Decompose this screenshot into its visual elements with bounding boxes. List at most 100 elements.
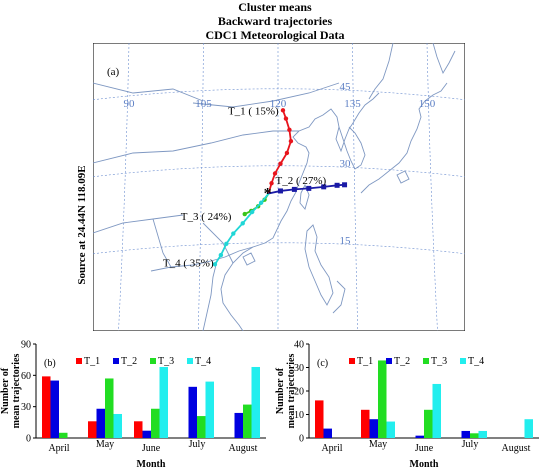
x-tick-label: July: [189, 439, 206, 450]
coastline-hainan: [242, 252, 256, 266]
bar-t3-august: [243, 404, 252, 438]
bar-t3-april: [59, 432, 68, 438]
coastline-korea: [338, 126, 366, 170]
panel-label: (c): [317, 358, 328, 369]
bar-t4-june: [159, 366, 168, 438]
map-panel-label: (a): [107, 66, 120, 78]
bar-t3-july: [470, 433, 479, 438]
x-tick-label: May: [96, 439, 114, 450]
x-axis-title: Month: [137, 459, 166, 469]
map-lat-label: 45: [340, 81, 352, 93]
y-tick-label: 30: [294, 363, 304, 374]
x-tick-label: June: [415, 443, 434, 454]
legend-label: T_1: [357, 356, 373, 367]
bar-t3-june: [151, 408, 160, 438]
bar-t4-june: [432, 383, 441, 438]
legend-swatch: [76, 358, 82, 364]
bar-t4-july: [205, 381, 214, 438]
panel-label: (b): [44, 358, 56, 369]
trajectory-marker: [242, 211, 247, 217]
bar-t4-may: [113, 413, 122, 438]
x-axis-title: Month: [410, 459, 439, 469]
map-lon-label: 135: [344, 98, 361, 110]
map-lat-label: 15: [340, 235, 352, 247]
trajectory-marker: [277, 188, 283, 194]
bar-t3-june: [424, 409, 433, 438]
legend-swatch: [113, 358, 119, 364]
trajectory-marker: [249, 209, 255, 215]
bar-t3-july: [197, 416, 206, 438]
bar-t3-may: [105, 378, 114, 438]
trajectory-marker: [280, 108, 286, 113]
source-location-label: Source at 24.44N 118.09E: [76, 165, 88, 285]
trajectory-marker: [321, 184, 327, 190]
y-tick-label: 60: [21, 371, 31, 382]
coastline-taiwan: [299, 183, 310, 210]
bar-t2-april: [323, 428, 332, 438]
legend-label: T_3: [431, 356, 447, 367]
map-lon-label: 105: [195, 98, 212, 110]
bar-t4-may: [386, 421, 395, 438]
bar-t2-july: [188, 386, 197, 438]
trajectory-marker: [334, 182, 340, 188]
trajectory-marker: [278, 161, 283, 166]
trajectory-marker: [269, 181, 274, 186]
legend-swatch: [349, 358, 355, 364]
legend-swatch: [187, 358, 193, 364]
x-tick-label: August: [502, 443, 531, 454]
y-tick-label: 10: [294, 410, 304, 421]
trajectory-cluster-label: T_4 ( 35%): [163, 257, 214, 269]
coastline-russia: [368, 43, 456, 100]
x-tick-label: August: [229, 443, 258, 454]
legend-label: T_4: [195, 356, 211, 367]
coastline-philippines: [304, 224, 346, 314]
title-line-2: Backward trajectories: [217, 14, 333, 28]
trajectory-marker: [287, 127, 292, 133]
figure-titles: Cluster means Backward trajectories CDC1…: [0, 0, 550, 42]
x-tick-label: April: [321, 443, 342, 454]
bar-t1-april: [315, 400, 324, 438]
map-frame: [93, 43, 465, 331]
x-tick-label: June: [142, 443, 161, 454]
legend-label: T_4: [468, 356, 484, 367]
coastline-indochina: [202, 246, 254, 331]
trajectory-marker: [224, 241, 229, 247]
map-lat-label: 30: [340, 158, 352, 170]
title-line-3: CDC1 Meteorological Data: [205, 28, 345, 42]
bar-chart-b: 0 30 60 90 April May June July August Month Number…: [0, 340, 266, 469]
trajectory-marker: [284, 150, 290, 156]
bar-t2-april: [50, 380, 59, 438]
legend-label: T_3: [158, 356, 174, 367]
trajectory-marker: [288, 138, 294, 144]
trajectory-map: 90 105 120 135 150 45 30 15 T_1 ( 15%) T_2 ( 27…: [93, 43, 465, 331]
legend-label: T_2: [121, 356, 137, 367]
map-parallel: [93, 242, 465, 255]
bar-t1-june: [134, 421, 143, 438]
y-tick-label: 0: [26, 434, 31, 445]
map-meridian: [197, 43, 204, 331]
source-star-icon: *: [264, 186, 272, 203]
trajectory-cluster-label: T_1 ( 15%): [228, 105, 279, 117]
x-tick-label: July: [462, 439, 479, 450]
y-tick-label: 0: [299, 434, 304, 445]
coastline-japan: [360, 82, 448, 194]
legend-label: T_2: [394, 356, 410, 367]
bar-chart-c: 0 10 20 30 40 April May June July August Month Numb…: [275, 340, 539, 469]
map-lon-label: 120: [270, 98, 287, 110]
legend-swatch: [460, 358, 466, 364]
bar-t1-april: [42, 376, 51, 438]
trajectory-marker: [272, 171, 278, 176]
inland-borders: [93, 82, 340, 268]
map-meridian: [426, 43, 438, 331]
trajectory-marker: [212, 262, 218, 267]
bar-t2-july: [461, 430, 470, 438]
coastline-east-asia: [150, 92, 380, 272]
trajectory-cluster-label: T_3 ( 24%): [181, 211, 232, 223]
y-axis-title: Number ofmean trajectories: [0, 354, 22, 429]
legend-swatch: [150, 358, 156, 364]
trajectory-marker: [218, 252, 224, 258]
y-axis-title: Number ofmean trajectories: [275, 354, 297, 429]
map-lon-label: 150: [419, 98, 436, 110]
legend-swatch: [386, 358, 392, 364]
trajectory-marker: [291, 186, 297, 192]
